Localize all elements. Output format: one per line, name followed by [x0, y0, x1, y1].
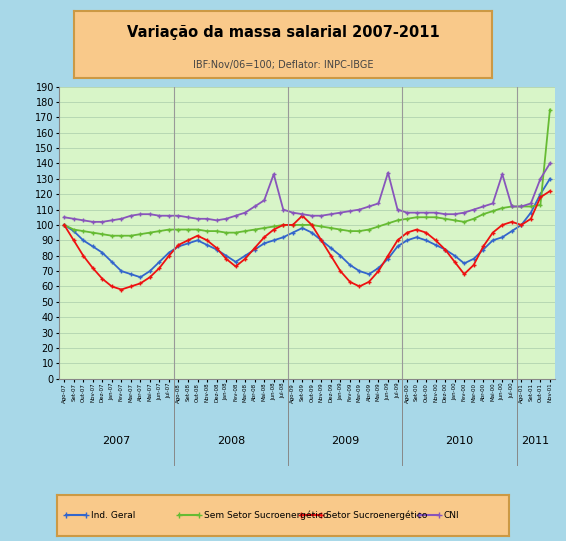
Text: Setor Sucroenergético: Setor Sucroenergético — [326, 511, 427, 520]
Text: Variação da massa salarial 2007-2011: Variação da massa salarial 2007-2011 — [127, 25, 439, 40]
Text: CNI: CNI — [444, 511, 460, 520]
Text: 2010: 2010 — [445, 436, 474, 446]
Text: 2007: 2007 — [102, 436, 131, 446]
Text: IBF:Nov/06=100; Deflator: INPC-IBGE: IBF:Nov/06=100; Deflator: INPC-IBGE — [193, 60, 373, 70]
Text: Sem Setor Sucroenergético: Sem Setor Sucroenergético — [204, 511, 328, 520]
Text: 2011: 2011 — [522, 436, 550, 446]
Text: 2009: 2009 — [331, 436, 359, 446]
Text: Ind. Geral: Ind. Geral — [91, 511, 135, 520]
Text: 2008: 2008 — [217, 436, 245, 446]
